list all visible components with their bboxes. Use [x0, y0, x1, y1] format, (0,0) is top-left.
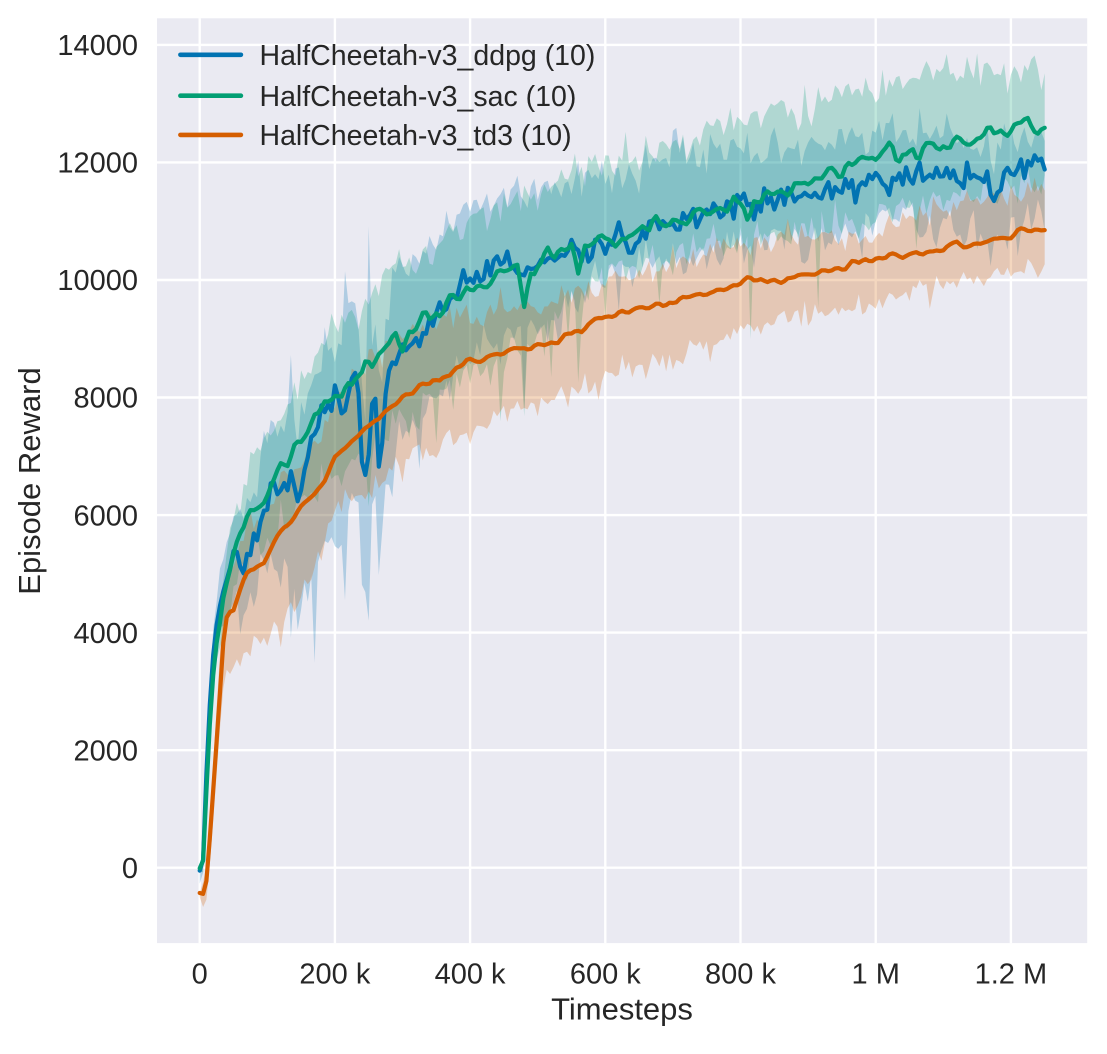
svg-text:600 k: 600 k	[570, 959, 641, 991]
svg-text:HalfCheetah-v3_ddpg (10): HalfCheetah-v3_ddpg (10)	[260, 40, 596, 72]
svg-text:200 k: 200 k	[299, 959, 370, 991]
svg-text:0: 0	[122, 853, 138, 885]
svg-text:400 k: 400 k	[435, 959, 506, 991]
svg-text:HalfCheetah-v3_sac (10): HalfCheetah-v3_sac (10)	[260, 81, 577, 113]
svg-text:1.2 M: 1.2 M	[975, 959, 1048, 991]
svg-text:2000: 2000	[73, 735, 138, 767]
svg-text:10000: 10000	[57, 265, 138, 297]
svg-text:0: 0	[192, 959, 208, 991]
svg-text:14000: 14000	[57, 30, 138, 62]
svg-text:Episode Reward: Episode Reward	[12, 367, 47, 594]
svg-text:12000: 12000	[57, 148, 138, 180]
svg-text:HalfCheetah-v3_td3 (10): HalfCheetah-v3_td3 (10)	[260, 120, 572, 152]
svg-text:4000: 4000	[73, 618, 138, 650]
svg-text:1 M: 1 M	[852, 959, 900, 991]
svg-text:800 k: 800 k	[705, 959, 776, 991]
svg-text:8000: 8000	[73, 383, 138, 415]
svg-text:6000: 6000	[73, 500, 138, 532]
svg-text:Timesteps: Timesteps	[551, 992, 693, 1027]
